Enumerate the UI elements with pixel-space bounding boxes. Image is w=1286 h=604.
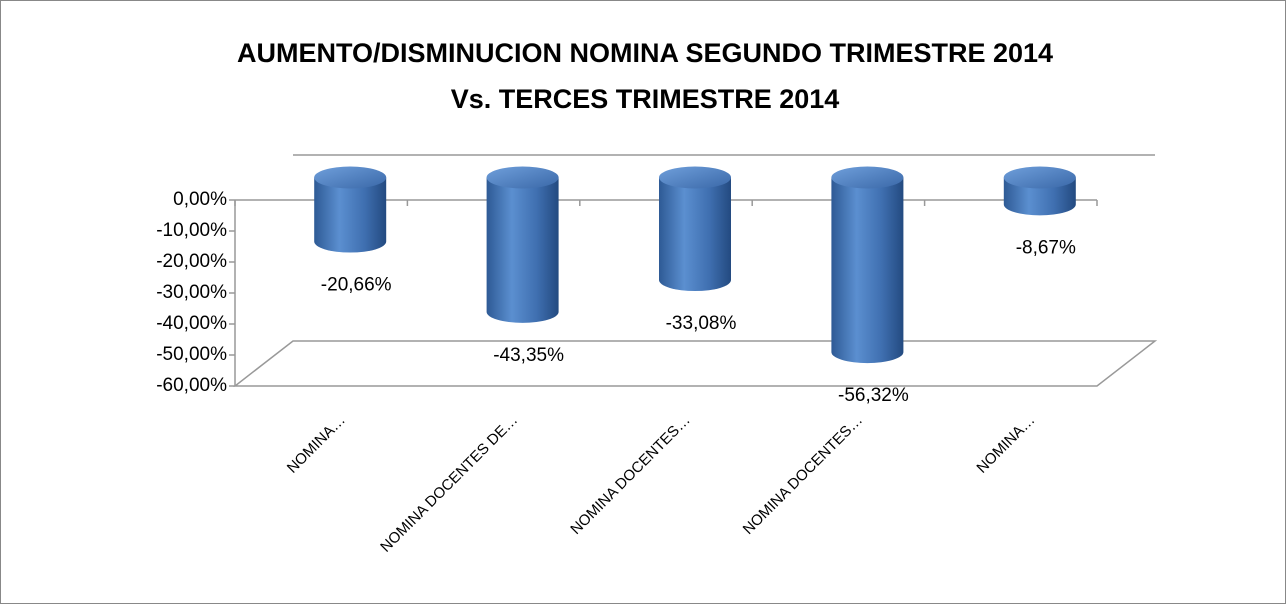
data-label: -8,67%	[1016, 237, 1076, 258]
chart-title: AUMENTO/DISMINUCION NOMINA SEGUNDO TRIME…	[237, 38, 1053, 68]
bar	[831, 166, 904, 364]
bar	[659, 166, 731, 292]
y-tick-label: -10,00%	[156, 220, 227, 241]
cylinder-body	[659, 177, 731, 292]
cylinder-top	[831, 166, 904, 189]
cylinder-top	[314, 166, 387, 189]
y-tick-label: -40,00%	[156, 313, 227, 334]
y-tick-label: -20,00%	[156, 251, 227, 272]
cylinder-top	[659, 166, 731, 189]
bar	[314, 166, 387, 253]
data-label: -56,32%	[838, 385, 909, 406]
y-tick-label: -60,00%	[156, 375, 227, 396]
cylinder-body	[314, 177, 387, 253]
data-label: -43,35%	[493, 345, 564, 366]
cylinder-body	[831, 177, 904, 364]
chart-title: Vs. TERCES TRIMESTRE 2014	[451, 84, 840, 114]
cylinder-body	[486, 177, 559, 323]
bar	[486, 166, 559, 323]
y-tick-label: -50,00%	[156, 344, 227, 365]
cylinder-top	[486, 166, 559, 189]
data-label: -20,66%	[321, 275, 392, 296]
floor	[232, 340, 1158, 387]
cylinder-top	[1003, 166, 1076, 189]
y-tick-label: 0,00%	[173, 189, 227, 210]
bar	[1003, 166, 1076, 216]
y-tick-label: -30,00%	[156, 282, 227, 303]
data-label: -33,08%	[666, 313, 737, 334]
